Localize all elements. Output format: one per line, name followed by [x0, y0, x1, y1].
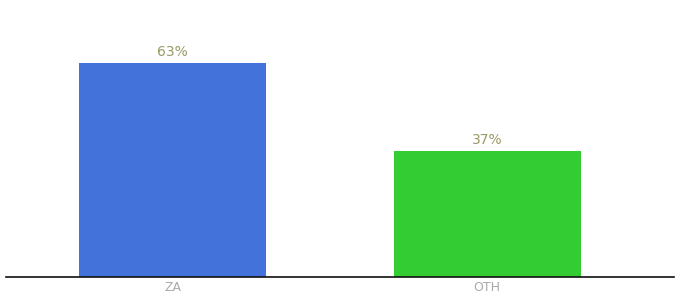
Text: 63%: 63%	[157, 45, 188, 59]
Text: 37%: 37%	[472, 133, 503, 147]
Bar	[394, 151, 581, 277]
Bar	[79, 63, 267, 277]
